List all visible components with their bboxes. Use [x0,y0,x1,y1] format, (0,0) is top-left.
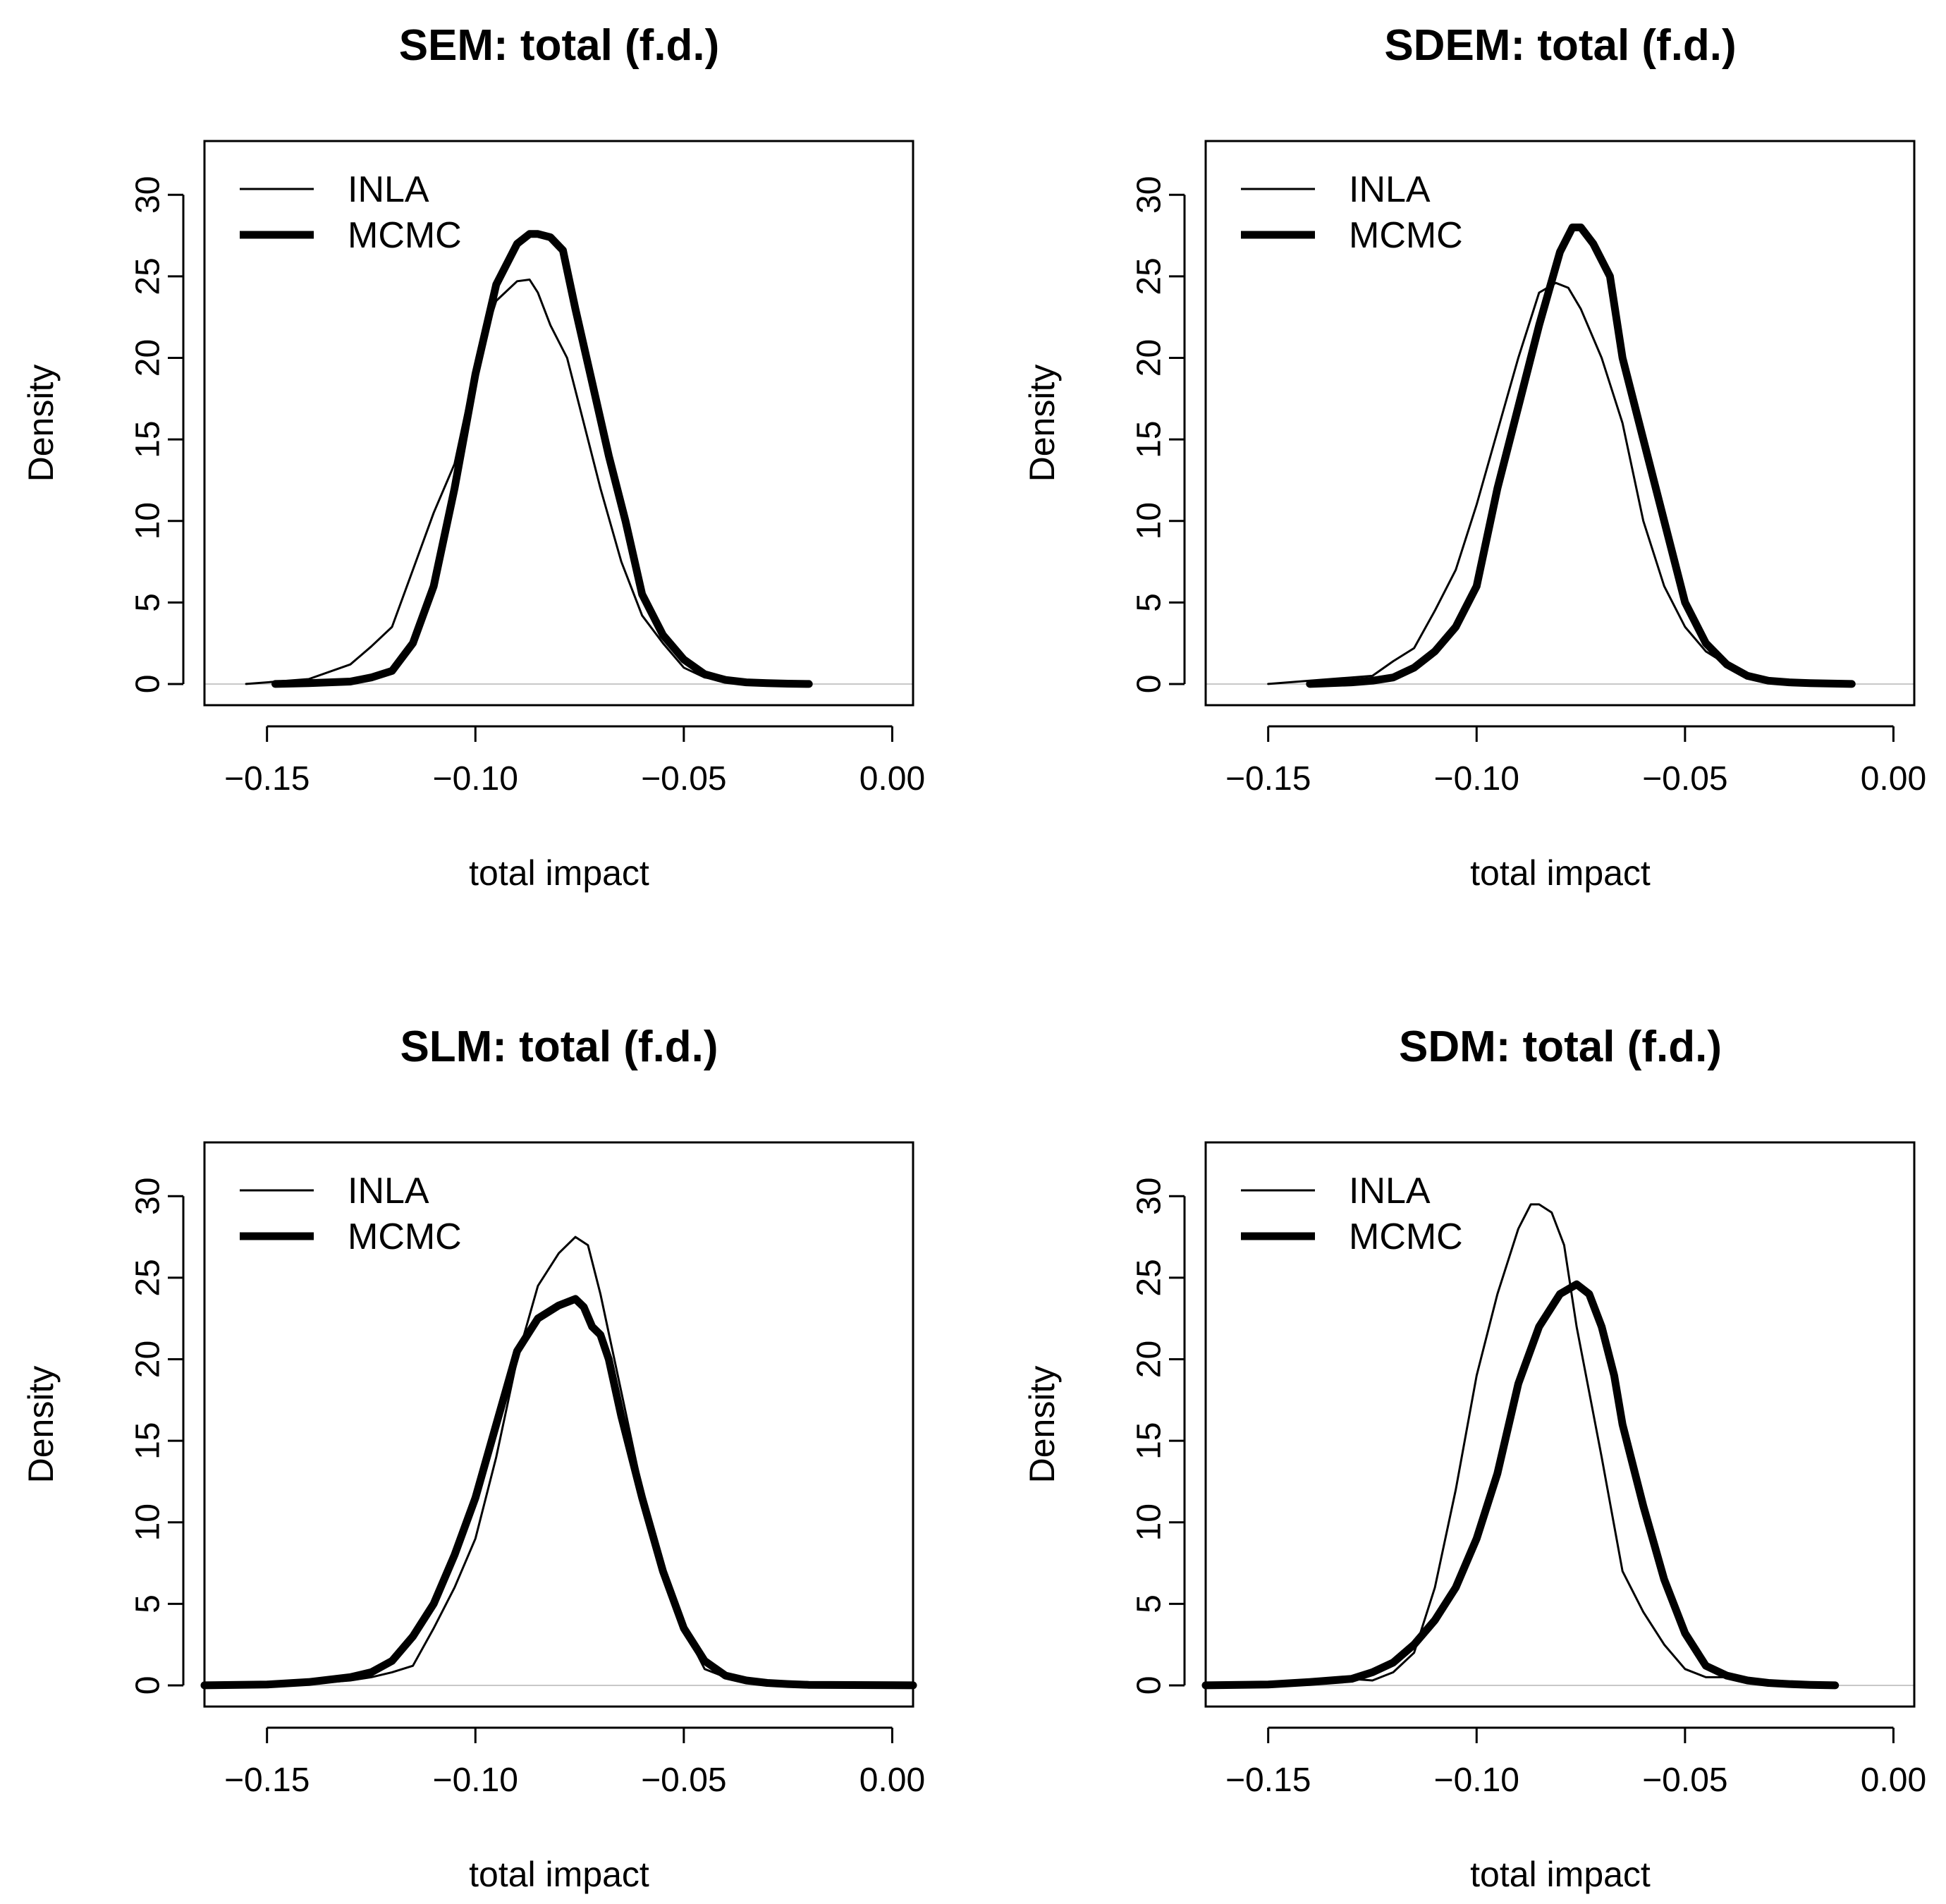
x-tick-label: −0.05 [1642,1762,1727,1799]
y-axis-label: Density [21,365,61,482]
y-tick-label: 5 [1131,593,1168,612]
chart-panel-3: SLM: total (f.d.) −0.15 −0.10 −0.05 0.00 tota… [21,1023,925,1894]
x-tick-label: −0.10 [1434,1762,1519,1799]
y-tick-label: 25 [1131,1259,1168,1296]
legend: INLA MCMC [240,169,462,256]
series-line-inla [245,279,810,685]
legend-label-mcmc: MCMC [348,215,462,256]
y-tick-label: 20 [130,1341,167,1378]
x-axis-label: total impact [469,1855,649,1894]
chart-panel-1: SEM: total (f.d.) −0.15 −0.10 −0.05 0.00 tota… [21,21,925,893]
series-line-inla [1204,1203,1811,1687]
legend: INLA MCMC [1241,169,1463,256]
x-tick-label: −0.05 [641,1762,726,1799]
x-tick-label: −0.10 [1434,760,1519,798]
y-axis-label: Density [21,1366,61,1484]
y-tick-label: 15 [1131,1422,1168,1459]
chart-panel-2: SDEM: total (f.d.) −0.15 −0.10 −0.05 0.00 tot… [1022,21,1926,893]
y-tick-label: 15 [130,1422,167,1459]
plot-frame [203,1141,914,1708]
legend-label-mcmc: MCMC [348,1216,462,1257]
plot-frame [1204,140,1916,707]
x-tick-label: −0.10 [433,1762,518,1799]
x-tick-label: −0.15 [1225,1762,1311,1799]
plot-frame [203,140,914,707]
y-tick-label: 25 [1131,257,1168,295]
y-tick-label: 25 [130,257,167,295]
chart-title: SLM: total (f.d.) [400,1023,718,1071]
x-tick-label: −0.15 [1225,760,1311,798]
x-tick-label: 0.00 [859,1762,925,1799]
y-tick-label: 30 [130,1178,167,1215]
y-tick-label: 10 [130,502,167,539]
series-line-mcmc [271,230,813,688]
x-tick-label: −0.15 [224,1762,310,1799]
legend-label-inla: INLA [1349,169,1431,210]
y-tick-label: 5 [130,1594,167,1613]
y-tick-label: 0 [1131,675,1168,694]
y-tick-label: 30 [1131,1178,1168,1215]
y-tick-label: 0 [130,675,167,694]
y-tick-label: 25 [130,1259,167,1296]
y-tick-label: 20 [1131,339,1168,377]
x-tick-label: −0.15 [224,760,310,798]
series-line-mcmc [1306,224,1856,688]
x-tick-label: 0.00 [1861,760,1926,798]
plot-frame [1204,1141,1916,1708]
y-tick-label: 10 [130,1503,167,1541]
legend-label-inla: INLA [348,169,429,210]
y-tick-label: 0 [1131,1676,1168,1695]
y-tick-label: 30 [130,176,167,214]
x-axis-label: total impact [1470,1855,1651,1894]
y-tick-label: 5 [1131,1594,1168,1613]
y-tick-label: 0 [130,1676,167,1695]
y-tick-label: 15 [130,420,167,458]
x-tick-label: 0.00 [859,760,925,798]
y-tick-label: 10 [1131,502,1168,539]
x-axis-label: total impact [469,853,649,893]
legend-label-mcmc: MCMC [1349,215,1463,256]
x-tick-label: −0.05 [1642,760,1727,798]
y-tick-label: 20 [1131,1341,1168,1378]
legend-label-inla: INLA [348,1171,429,1212]
y-tick-label: 15 [1131,420,1168,458]
x-tick-label: −0.05 [641,760,726,798]
y-tick-label: 30 [1131,176,1168,214]
legend-label-inla: INLA [1349,1171,1431,1212]
chart-title: SDM: total (f.d.) [1399,1023,1722,1071]
x-axis-label: total impact [1470,853,1651,893]
series-line-inla [1267,281,1853,685]
y-tick-label: 20 [130,339,167,377]
chart-title: SEM: total (f.d.) [399,21,720,70]
y-axis-label: Density [1022,1366,1062,1484]
y-tick-label: 10 [1131,1503,1168,1541]
series-line-mcmc [1201,1280,1840,1690]
y-axis-label: Density [1022,365,1062,482]
legend-label-mcmc: MCMC [1349,1216,1463,1257]
x-tick-label: 0.00 [1861,1762,1926,1799]
y-tick-label: 5 [130,593,167,612]
series-line-mcmc [200,1295,917,1690]
x-tick-label: −0.10 [433,760,518,798]
chart-panel-4: SDM: total (f.d.) −0.15 −0.10 −0.05 0.00 tota… [1022,1023,1926,1894]
chart-title: SDEM: total (f.d.) [1384,21,1736,70]
